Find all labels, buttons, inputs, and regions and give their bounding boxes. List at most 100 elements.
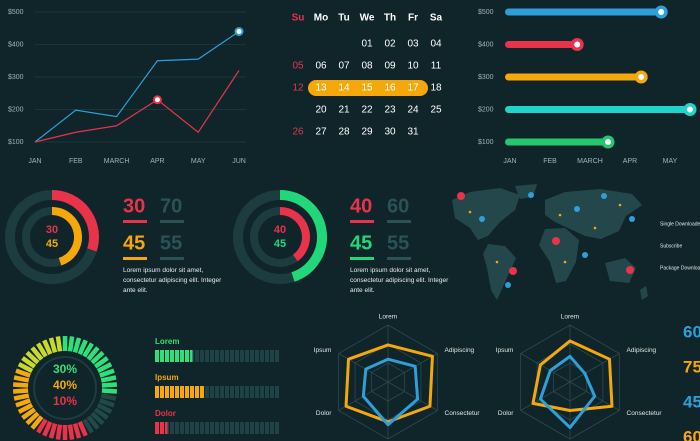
y-tick-label: $500 [8,9,24,16]
calendar-day: 24 [407,105,419,116]
calendar-day: 29 [361,127,373,138]
calendar-day: 14 [338,83,350,94]
legend-underline [350,257,374,260]
radial-segment [30,415,44,430]
weekday-label: Fr [408,13,418,24]
progress-bar [155,386,205,398]
map-legend-label: Single Downloaded [660,221,700,227]
x-tick-label: FEB [543,158,557,165]
y-tick-label: $500 [478,9,494,16]
radar-spoke [520,353,571,383]
map-dot [558,213,562,217]
radar-series [344,343,434,424]
radial-segment [17,403,34,414]
radial-segment [15,368,31,378]
bar-knob-center [687,106,693,113]
calendar-day: 23 [384,105,396,116]
radial-segment [101,382,118,388]
continent [545,189,642,239]
calendar-day: 12 [292,83,304,94]
donut-center-value: 40 [274,224,286,236]
radial-segment [72,423,82,439]
donut-center-value: 45 [46,238,58,250]
x-tick-label: JAN [28,158,41,165]
radial-segment [93,407,109,420]
y-tick-label: $300 [8,74,24,81]
side-number: 60 [683,322,700,341]
highlight-point [152,95,162,105]
weekday-label: Sa [430,13,443,24]
map-dot [495,260,499,264]
progress-center-label: 30% [53,362,77,376]
radial-segment [82,342,94,358]
donut-arc [51,190,99,252]
progress-center-label: 40% [53,378,77,392]
radial-segment [13,393,30,401]
radial-segment [25,350,40,365]
y-tick-label: $400 [478,41,494,48]
x-tick-label: JUN [232,158,246,165]
radial-segment [90,350,105,365]
map-dot [468,210,472,214]
x-tick-label: MARCH [577,158,603,165]
calendar-day: 22 [361,105,373,116]
x-tick-label: JAN [503,158,516,165]
description-box: Lorem ipsum dolor sit amet, consectetur … [350,267,448,294]
radar-axis-label: Lorem [561,314,579,321]
calendar-day: 04 [430,39,442,50]
legend-rest: 55 [387,232,409,254]
legend-underline [350,220,374,223]
radial-segment [86,415,100,430]
radial-segment [96,403,113,414]
legend-rest: 55 [160,232,182,254]
radial-segment [48,337,58,353]
map-dot [505,282,511,288]
progress-center-label: 10% [53,394,77,408]
bar [505,8,662,16]
side-number: 75 [683,357,700,376]
radial-segment [36,342,48,358]
radar-axis-label: Lorem [379,314,397,321]
radial-segment [12,388,29,394]
highlight-point [234,27,244,36]
line-series [34,31,240,143]
x-tick-label: FEB [69,158,83,165]
y-tick-label: $100 [8,139,24,146]
radial-segment [17,362,34,373]
calendar-day: 26 [292,127,304,138]
progress-bar [155,422,168,434]
legend-underline [387,257,411,260]
radial-segment [72,337,82,353]
weekday-label: Mo [314,13,328,24]
calendar-day: 03 [407,39,419,50]
legend-underline [160,257,184,260]
progress-track [155,422,280,434]
calendar-day: 15 [361,83,373,94]
legend-value: 45 [123,232,145,254]
y-tick-label: $400 [8,41,24,48]
y-tick-label: $300 [478,74,494,81]
progress-label: Ipsum [155,373,179,382]
radial-segment [67,336,75,352]
line-series [34,70,240,143]
weekday-label: Tu [338,13,349,24]
map-dot [457,192,465,200]
map-dots [457,192,635,288]
radar-series [531,339,614,412]
radar-spoke [338,353,389,383]
radial-segment [90,411,105,426]
progress-label: Lorem [155,337,179,346]
radial-segment [67,424,75,440]
radar-axis-label: Ipsum [496,347,514,354]
map-dot [528,192,534,198]
radial-segment [25,411,40,426]
map-dot [626,266,634,274]
radial-segment [21,356,37,369]
calendar-day: 02 [384,39,396,50]
calendar-day: 07 [338,61,350,72]
calendar-day: 28 [338,127,350,138]
radar-axis-label: Consectetur [445,410,481,417]
donut-rest [250,207,298,267]
weekday-label: We [360,13,375,24]
